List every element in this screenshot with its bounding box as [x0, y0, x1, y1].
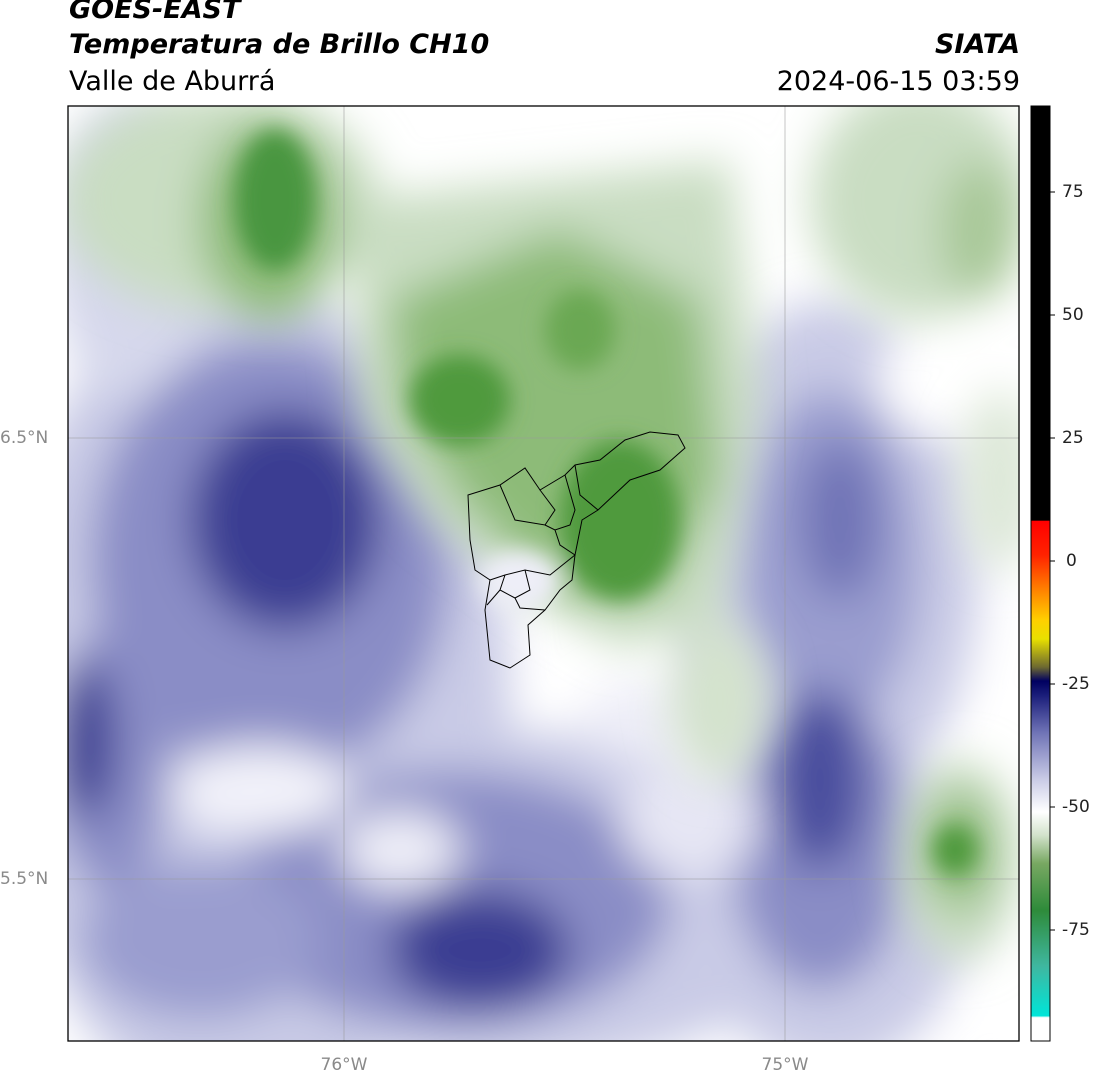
satellite-title: GOES-EAST	[69, 0, 241, 25]
municipal-boundaries	[467, 431, 686, 669]
agency-label: SIATA	[934, 29, 1020, 60]
colorbar-tick: 25	[1062, 428, 1084, 448]
timestamp-label: 2024-06-15 03:59	[776, 66, 1020, 97]
colorbar-tick: -75	[1062, 920, 1090, 940]
lat-label-5-5: 5.5°N	[0, 869, 49, 889]
lon-label-75: 75°W	[761, 1055, 809, 1075]
temperature-field	[68, 106, 1019, 1041]
lat-label-6-5: 6.5°N	[0, 428, 49, 448]
lon-label-76: 76°W	[320, 1055, 368, 1075]
colorbar-tick: -25	[1062, 674, 1090, 694]
colorbar	[1030, 105, 1055, 1042]
colorbar-tick: 0	[1066, 551, 1077, 571]
graticule	[68, 106, 1019, 1041]
colorbar-tick: -50	[1062, 797, 1090, 817]
product-title: Temperatura de Brillo CH10	[69, 29, 490, 60]
colorbar-tick: 50	[1062, 305, 1084, 325]
colorbar-tick: 75	[1062, 182, 1084, 202]
region-subtitle: Valle de Aburrá	[69, 66, 276, 97]
